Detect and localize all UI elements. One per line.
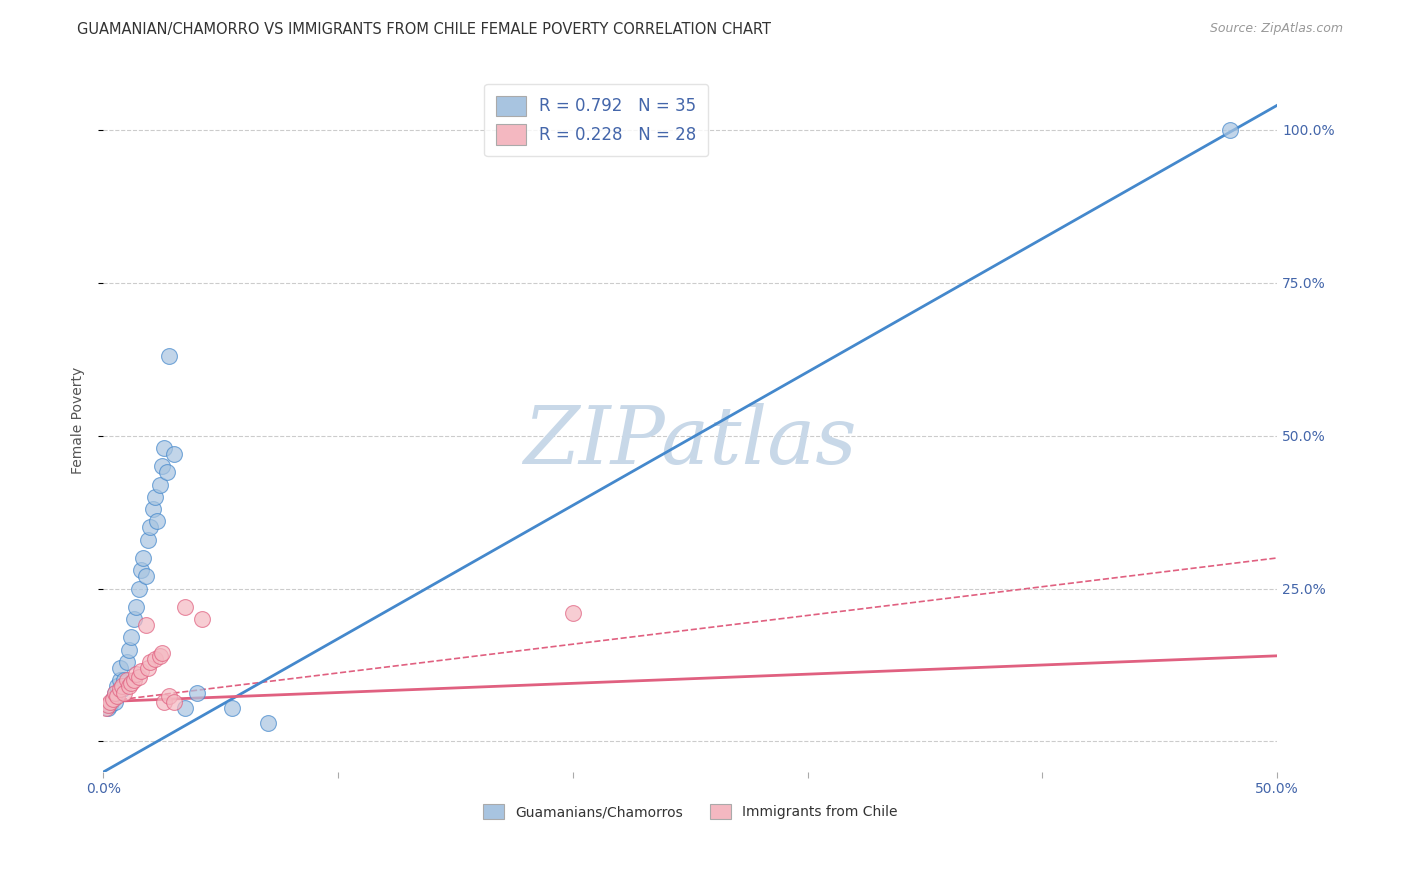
Point	[150, 646, 173, 660]
Point	[139, 655, 162, 669]
Point	[118, 680, 141, 694]
Point	[112, 685, 135, 699]
Point	[1219, 122, 1241, 136]
Point	[186, 685, 208, 699]
Point	[105, 680, 128, 694]
Point	[111, 680, 134, 694]
Point	[143, 490, 166, 504]
Point	[104, 685, 127, 699]
Point	[115, 655, 138, 669]
Point	[121, 676, 143, 690]
Point	[101, 691, 124, 706]
Point	[135, 569, 157, 583]
Point	[97, 698, 120, 712]
Point	[101, 691, 124, 706]
Point	[129, 563, 152, 577]
Text: ZIPatlas: ZIPatlas	[523, 402, 858, 480]
Point	[153, 695, 176, 709]
Text: Source: ZipAtlas.com: Source: ZipAtlas.com	[1209, 22, 1343, 36]
Point	[121, 631, 143, 645]
Point	[105, 689, 128, 703]
Point	[125, 599, 148, 614]
Point	[143, 652, 166, 666]
Point	[157, 349, 180, 363]
Point	[108, 661, 131, 675]
Point	[149, 648, 172, 663]
Point	[104, 685, 127, 699]
Point	[150, 459, 173, 474]
Point	[122, 673, 145, 688]
Point	[129, 664, 152, 678]
Point	[122, 612, 145, 626]
Point	[136, 533, 159, 547]
Y-axis label: Female Poverty: Female Poverty	[72, 367, 86, 474]
Point	[128, 582, 150, 596]
Point	[156, 465, 179, 479]
Point	[125, 667, 148, 681]
Point	[256, 716, 278, 731]
Point	[163, 447, 186, 461]
Point	[94, 701, 117, 715]
Point	[174, 599, 197, 614]
Point	[149, 477, 172, 491]
Point	[104, 695, 127, 709]
Point	[98, 698, 121, 712]
Point	[97, 701, 120, 715]
Point	[98, 695, 121, 709]
Point	[191, 612, 214, 626]
Point	[142, 502, 165, 516]
Point	[174, 701, 197, 715]
Point	[135, 618, 157, 632]
Point	[139, 520, 162, 534]
Point	[115, 673, 138, 688]
Point	[118, 642, 141, 657]
Point	[136, 661, 159, 675]
Point	[561, 606, 583, 620]
Point	[146, 514, 169, 528]
Text: GUAMANIAN/CHAMORRO VS IMMIGRANTS FROM CHILE FEMALE POVERTY CORRELATION CHART: GUAMANIAN/CHAMORRO VS IMMIGRANTS FROM CH…	[77, 22, 772, 37]
Point	[111, 682, 134, 697]
Point	[108, 673, 131, 688]
Point	[221, 701, 243, 715]
Point	[163, 695, 186, 709]
Legend: Guamanians/Chamorros, Immigrants from Chile: Guamanians/Chamorros, Immigrants from Ch…	[477, 798, 903, 825]
Point	[153, 441, 176, 455]
Point	[157, 689, 180, 703]
Point	[108, 682, 131, 697]
Point	[132, 550, 155, 565]
Point	[112, 673, 135, 688]
Point	[128, 670, 150, 684]
